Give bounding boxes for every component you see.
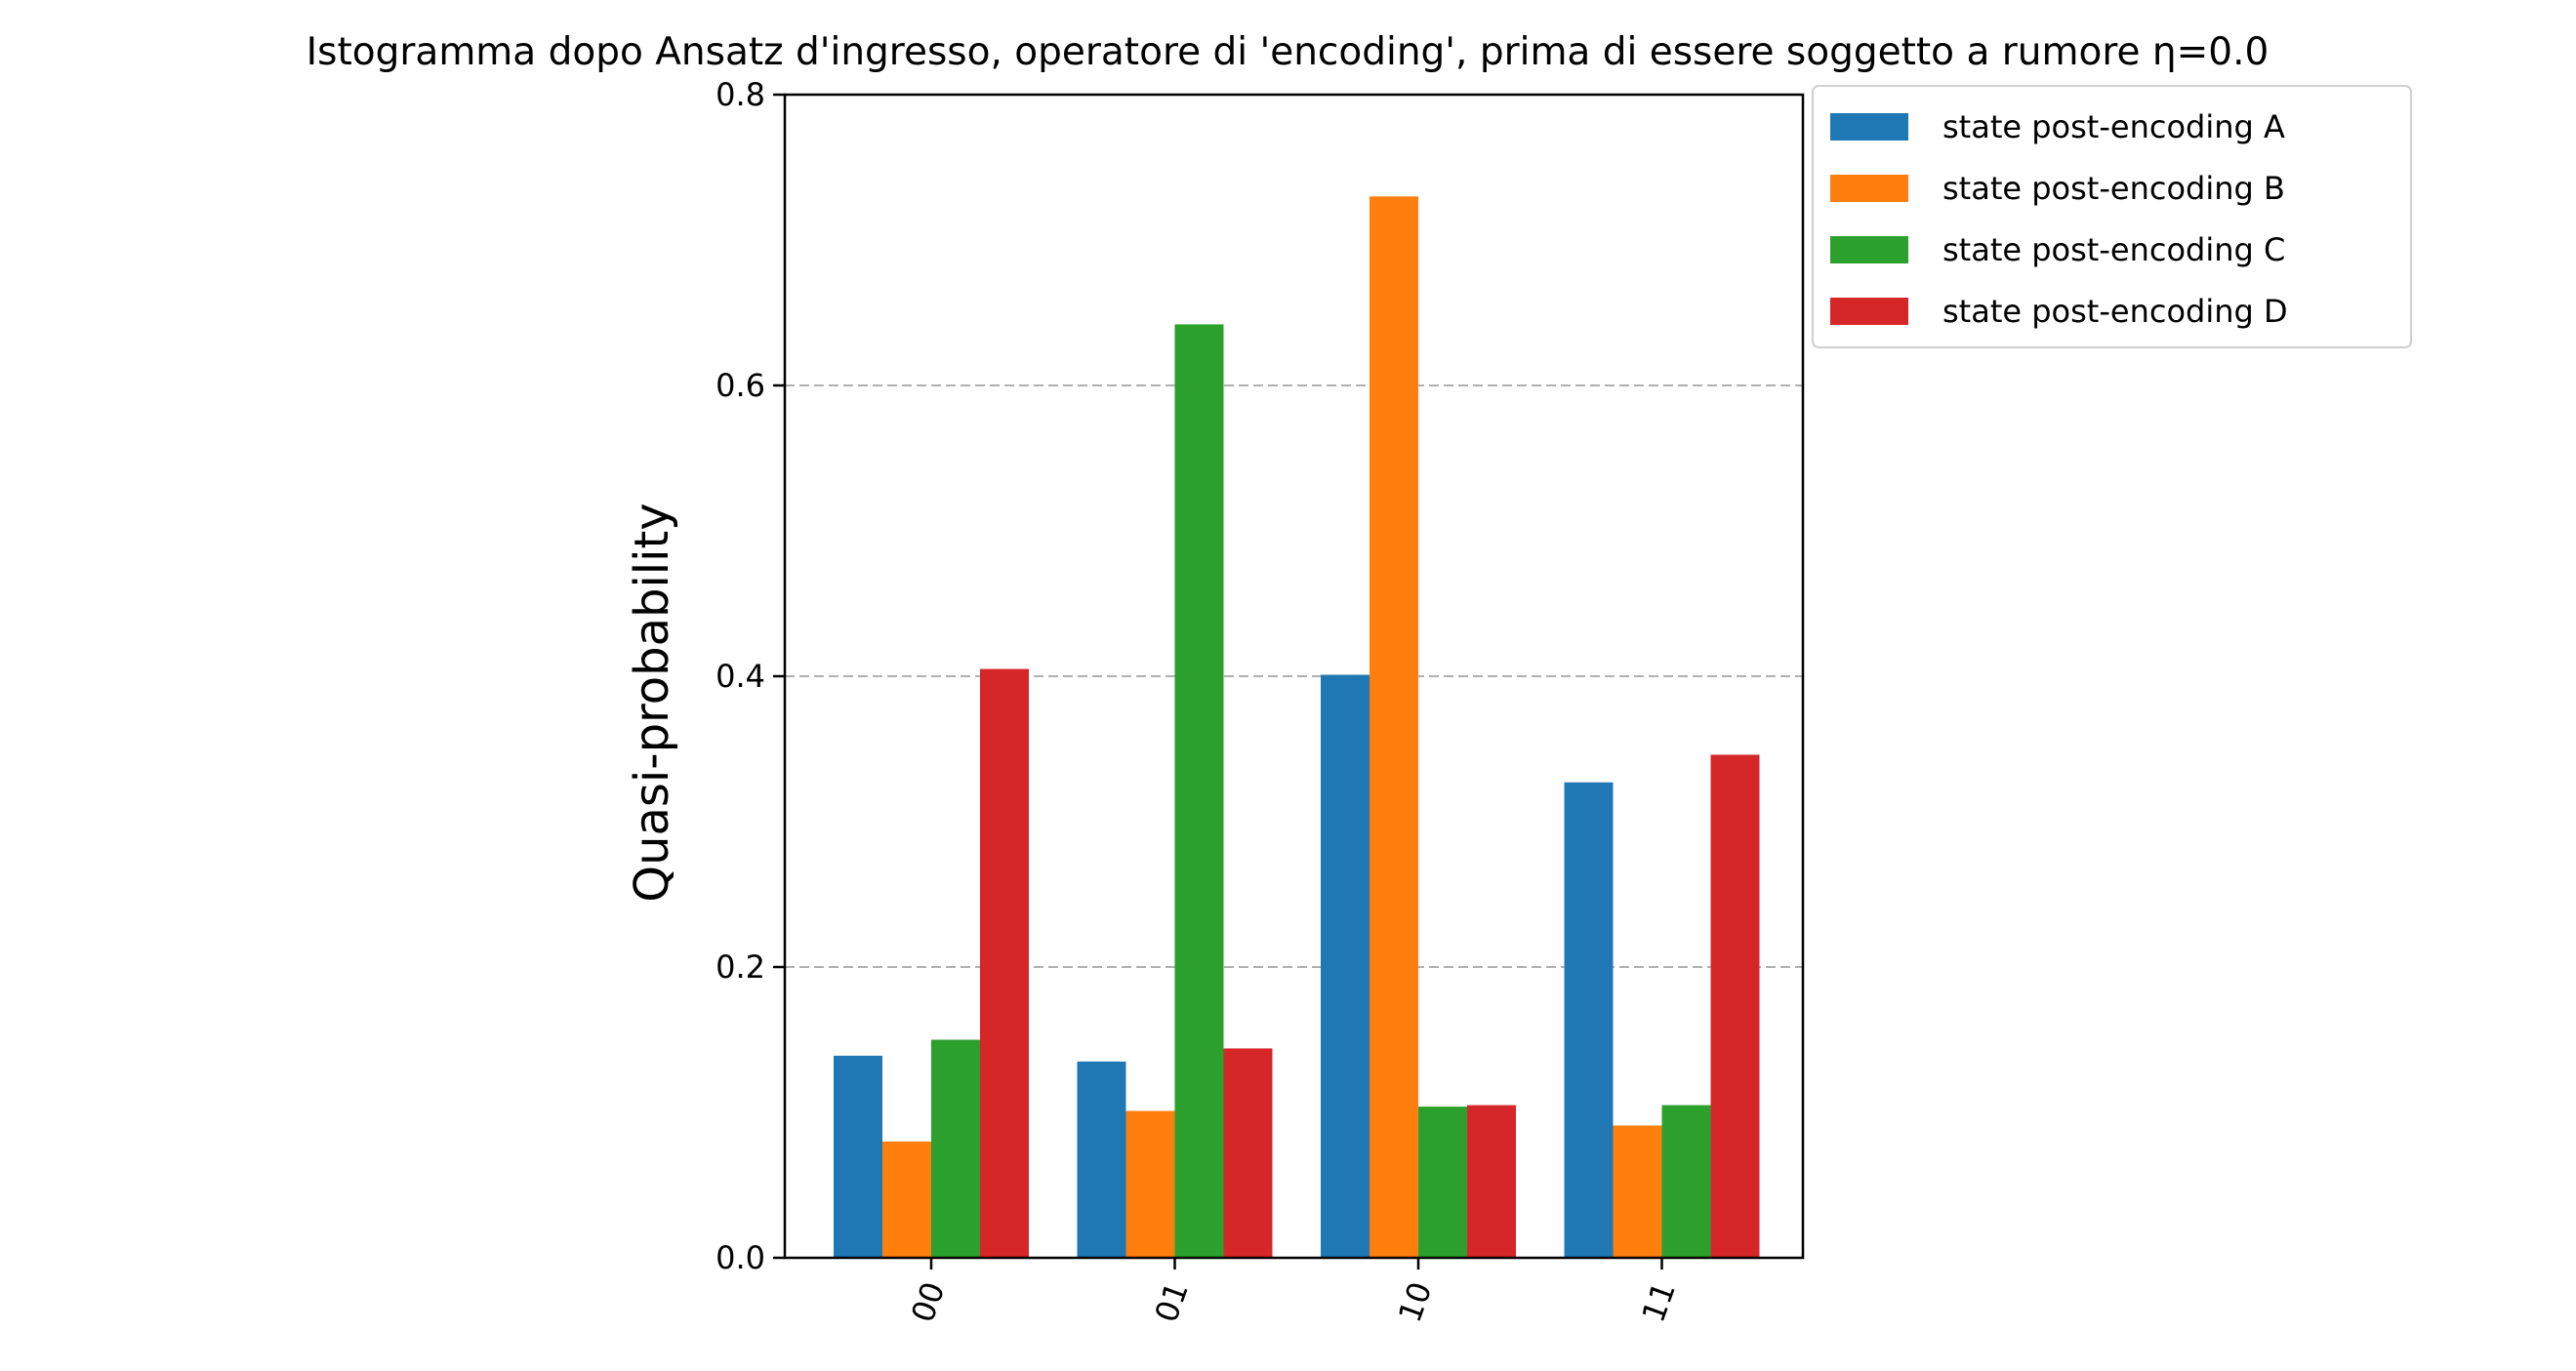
legend-swatch <box>1830 113 1908 141</box>
bar <box>1467 1105 1516 1258</box>
bar <box>882 1141 931 1258</box>
bar <box>1710 754 1760 1258</box>
bar <box>1223 1048 1273 1258</box>
legend-swatch <box>1830 236 1908 263</box>
legend-label: state post-encoding B <box>1942 170 2285 207</box>
y-tick-label: 0.0 <box>716 1239 765 1276</box>
bar <box>1613 1125 1662 1258</box>
legend-swatch <box>1830 175 1908 202</box>
grid-lines <box>785 94 1803 968</box>
y-axis-label: Quasi-probability <box>625 503 679 902</box>
bar <box>1125 1110 1175 1258</box>
bar <box>1321 674 1370 1258</box>
x-axis-ticks: 00 01 10 11 <box>904 1258 1683 1327</box>
bar <box>1370 196 1418 1258</box>
legend: state post-encoding A state post-encoding… <box>1812 85 2412 348</box>
x-tick-label: 10 <box>1391 1277 1440 1327</box>
legend-swatch <box>1830 298 1908 325</box>
y-tick-label: 0.6 <box>716 367 765 404</box>
x-tick-label: 11 <box>1634 1277 1683 1327</box>
bars <box>834 196 1760 1258</box>
x-tick-label: 01 <box>1147 1277 1196 1327</box>
bar <box>1661 1105 1711 1258</box>
bar <box>1174 324 1224 1258</box>
legend-label: state post-encoding C <box>1942 231 2285 268</box>
bar <box>1564 782 1614 1258</box>
bar <box>931 1039 980 1258</box>
bar <box>834 1055 882 1258</box>
y-tick-label: 0.2 <box>716 948 765 986</box>
legend-label: state post-encoding D <box>1942 293 2288 330</box>
legend-label: state post-encoding A <box>1942 108 2285 145</box>
bar <box>1418 1107 1467 1258</box>
bar <box>1077 1061 1126 1258</box>
y-tick-label: 0.4 <box>716 658 765 695</box>
legend-box <box>1812 85 2412 348</box>
y-axis-ticks: 0.0 0.2 0.4 0.6 0.8 <box>716 76 785 1276</box>
bar <box>980 668 1029 1258</box>
y-tick-label: 0.8 <box>716 76 765 113</box>
chart-title: Istogramma dopo Ansatz d'ingresso, opera… <box>307 30 2269 74</box>
x-tick-label: 00 <box>904 1277 953 1327</box>
